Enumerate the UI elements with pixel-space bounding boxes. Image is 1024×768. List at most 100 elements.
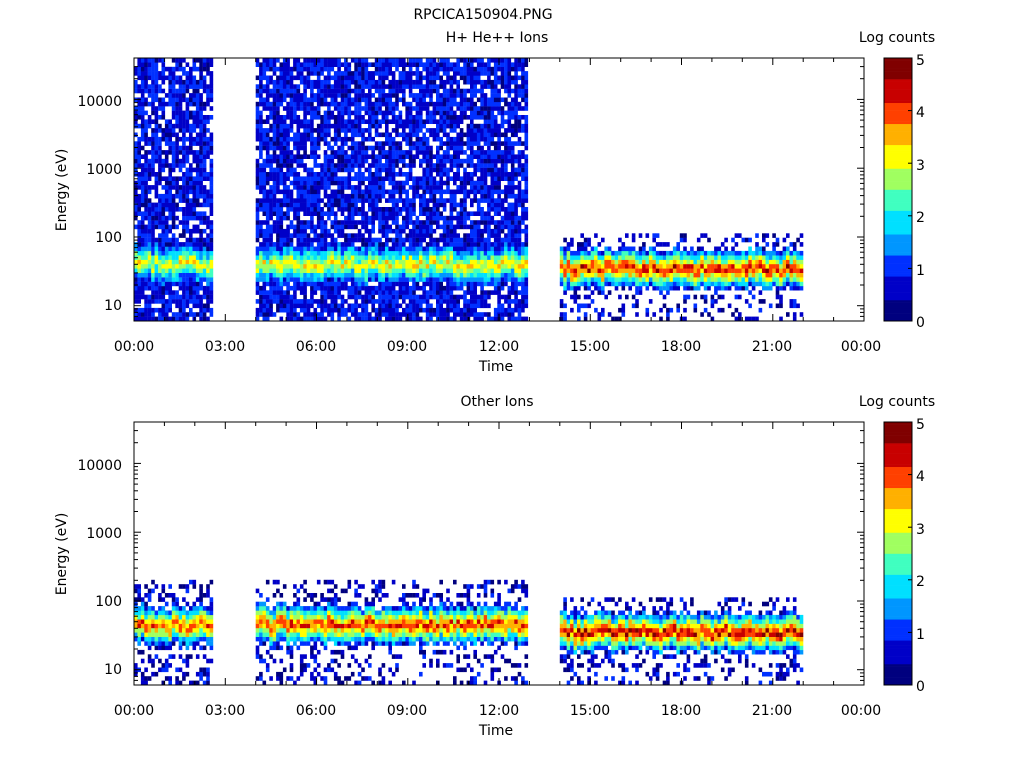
- heatmap-cell: [333, 264, 338, 269]
- heatmap-cell: [337, 220, 341, 225]
- heatmap-cell: [265, 307, 270, 313]
- heatmap-cell: [357, 132, 362, 138]
- heatmap-cell: [340, 123, 345, 129]
- heatmap-cell: [337, 93, 341, 98]
- heatmap-cell: [419, 58, 423, 63]
- heatmap-cell: [262, 97, 267, 103]
- heatmap-cell: [483, 128, 488, 133]
- heatmap-cell: [337, 264, 341, 269]
- heatmap-cell: [456, 58, 460, 63]
- heatmap-cell: [185, 154, 190, 159]
- heatmap-cell: [368, 101, 372, 107]
- heatmap-cell: [327, 71, 331, 76]
- heatmap-cell: [449, 93, 454, 98]
- heatmap-cell: [265, 115, 270, 120]
- heatmap-cell: [378, 88, 382, 94]
- heatmap-cell: [432, 115, 437, 120]
- heatmap-cell: [371, 158, 375, 164]
- heatmap-cell: [195, 312, 200, 317]
- heatmap-cell: [361, 150, 365, 155]
- heatmap-cell: [350, 303, 355, 309]
- heatmap-cell: [483, 180, 488, 186]
- heatmap-cell: [340, 84, 345, 89]
- heatmap-cell: [327, 228, 331, 234]
- heatmap-cell: [490, 202, 495, 208]
- heatmap-cell: [361, 172, 365, 177]
- heatmap-cell: [195, 264, 200, 269]
- heatmap-cell: [446, 88, 450, 94]
- heatmap-cell: [178, 123, 183, 129]
- heatmap-cell: [480, 246, 484, 252]
- heatmap-cell: [272, 272, 277, 278]
- heatmap-cell: [269, 172, 273, 177]
- heatmap-cell: [473, 110, 477, 116]
- heatmap-cell: [395, 154, 399, 159]
- heatmap-cell: [206, 285, 210, 291]
- heatmap-cell: [171, 84, 176, 89]
- heatmap-cell: [189, 66, 193, 72]
- heatmap-cell: [507, 71, 512, 76]
- heatmap-cell: [330, 110, 335, 116]
- heatmap-cell: [340, 145, 345, 151]
- heatmap-cell: [276, 259, 280, 265]
- heatmap-cell: [320, 224, 324, 230]
- heatmap-cell: [361, 180, 365, 186]
- heatmap-cell: [429, 211, 433, 216]
- heatmap-cell: [168, 93, 172, 98]
- heatmap-cell: [476, 150, 481, 155]
- heatmap-cell: [459, 259, 464, 265]
- heatmap-cell: [330, 237, 335, 243]
- heatmap-cell: [357, 211, 362, 216]
- heatmap-cell: [470, 277, 474, 282]
- heatmap-cell: [442, 132, 447, 138]
- heatmap-cell: [333, 172, 338, 177]
- heatmap-cell: [388, 93, 392, 98]
- heatmap-cell: [385, 167, 389, 173]
- heatmap-cell: [272, 71, 277, 76]
- heatmap-cell: [388, 163, 392, 168]
- heatmap-cell: [310, 312, 314, 317]
- heatmap-cell: [504, 281, 508, 287]
- heatmap-cell: [189, 255, 193, 260]
- heatmap-cell: [408, 228, 413, 234]
- heatmap-cell: [259, 268, 263, 273]
- heatmap-cell: [453, 136, 457, 142]
- heatmap-cell: [361, 106, 365, 111]
- heatmap-cell: [385, 119, 389, 124]
- heatmap-cell: [378, 145, 382, 151]
- heatmap-cell: [178, 62, 183, 67]
- heatmap-cell: [487, 215, 491, 221]
- heatmap-cell: [446, 233, 450, 238]
- heatmap-cell: [436, 163, 440, 168]
- heatmap-cell: [442, 106, 447, 111]
- heatmap-cell: [182, 233, 186, 238]
- heatmap-cell: [255, 172, 260, 177]
- heatmap-cell: [185, 115, 190, 120]
- heatmap-cell: [371, 215, 375, 221]
- heatmap-cell: [350, 123, 355, 129]
- heatmap-cell: [206, 281, 210, 287]
- heatmap-cell: [357, 176, 362, 181]
- heatmap-cell: [381, 163, 386, 168]
- heatmap-cell: [164, 228, 169, 234]
- heatmap-cell: [147, 207, 152, 212]
- heatmap-cell: [144, 66, 148, 72]
- heatmap-cell: [289, 294, 294, 300]
- heatmap-cell: [276, 172, 280, 177]
- heatmap-cell: [144, 198, 148, 203]
- heatmap-cell: [412, 307, 416, 313]
- heatmap-cell: [158, 180, 162, 186]
- heatmap-cell: [500, 58, 505, 63]
- heatmap-cell: [388, 312, 392, 317]
- heatmap-cell: [202, 290, 207, 295]
- heatmap-cell: [164, 202, 169, 208]
- heatmap-cell: [439, 180, 443, 186]
- heatmap-cell: [347, 123, 352, 129]
- heatmap-cell: [293, 228, 297, 234]
- heatmap-cell: [265, 277, 270, 282]
- heatmap-cell: [490, 193, 495, 199]
- heatmap-cell: [487, 259, 491, 265]
- heatmap-cell: [361, 84, 365, 89]
- heatmap-cell: [296, 224, 301, 230]
- heatmap-cell: [182, 272, 186, 278]
